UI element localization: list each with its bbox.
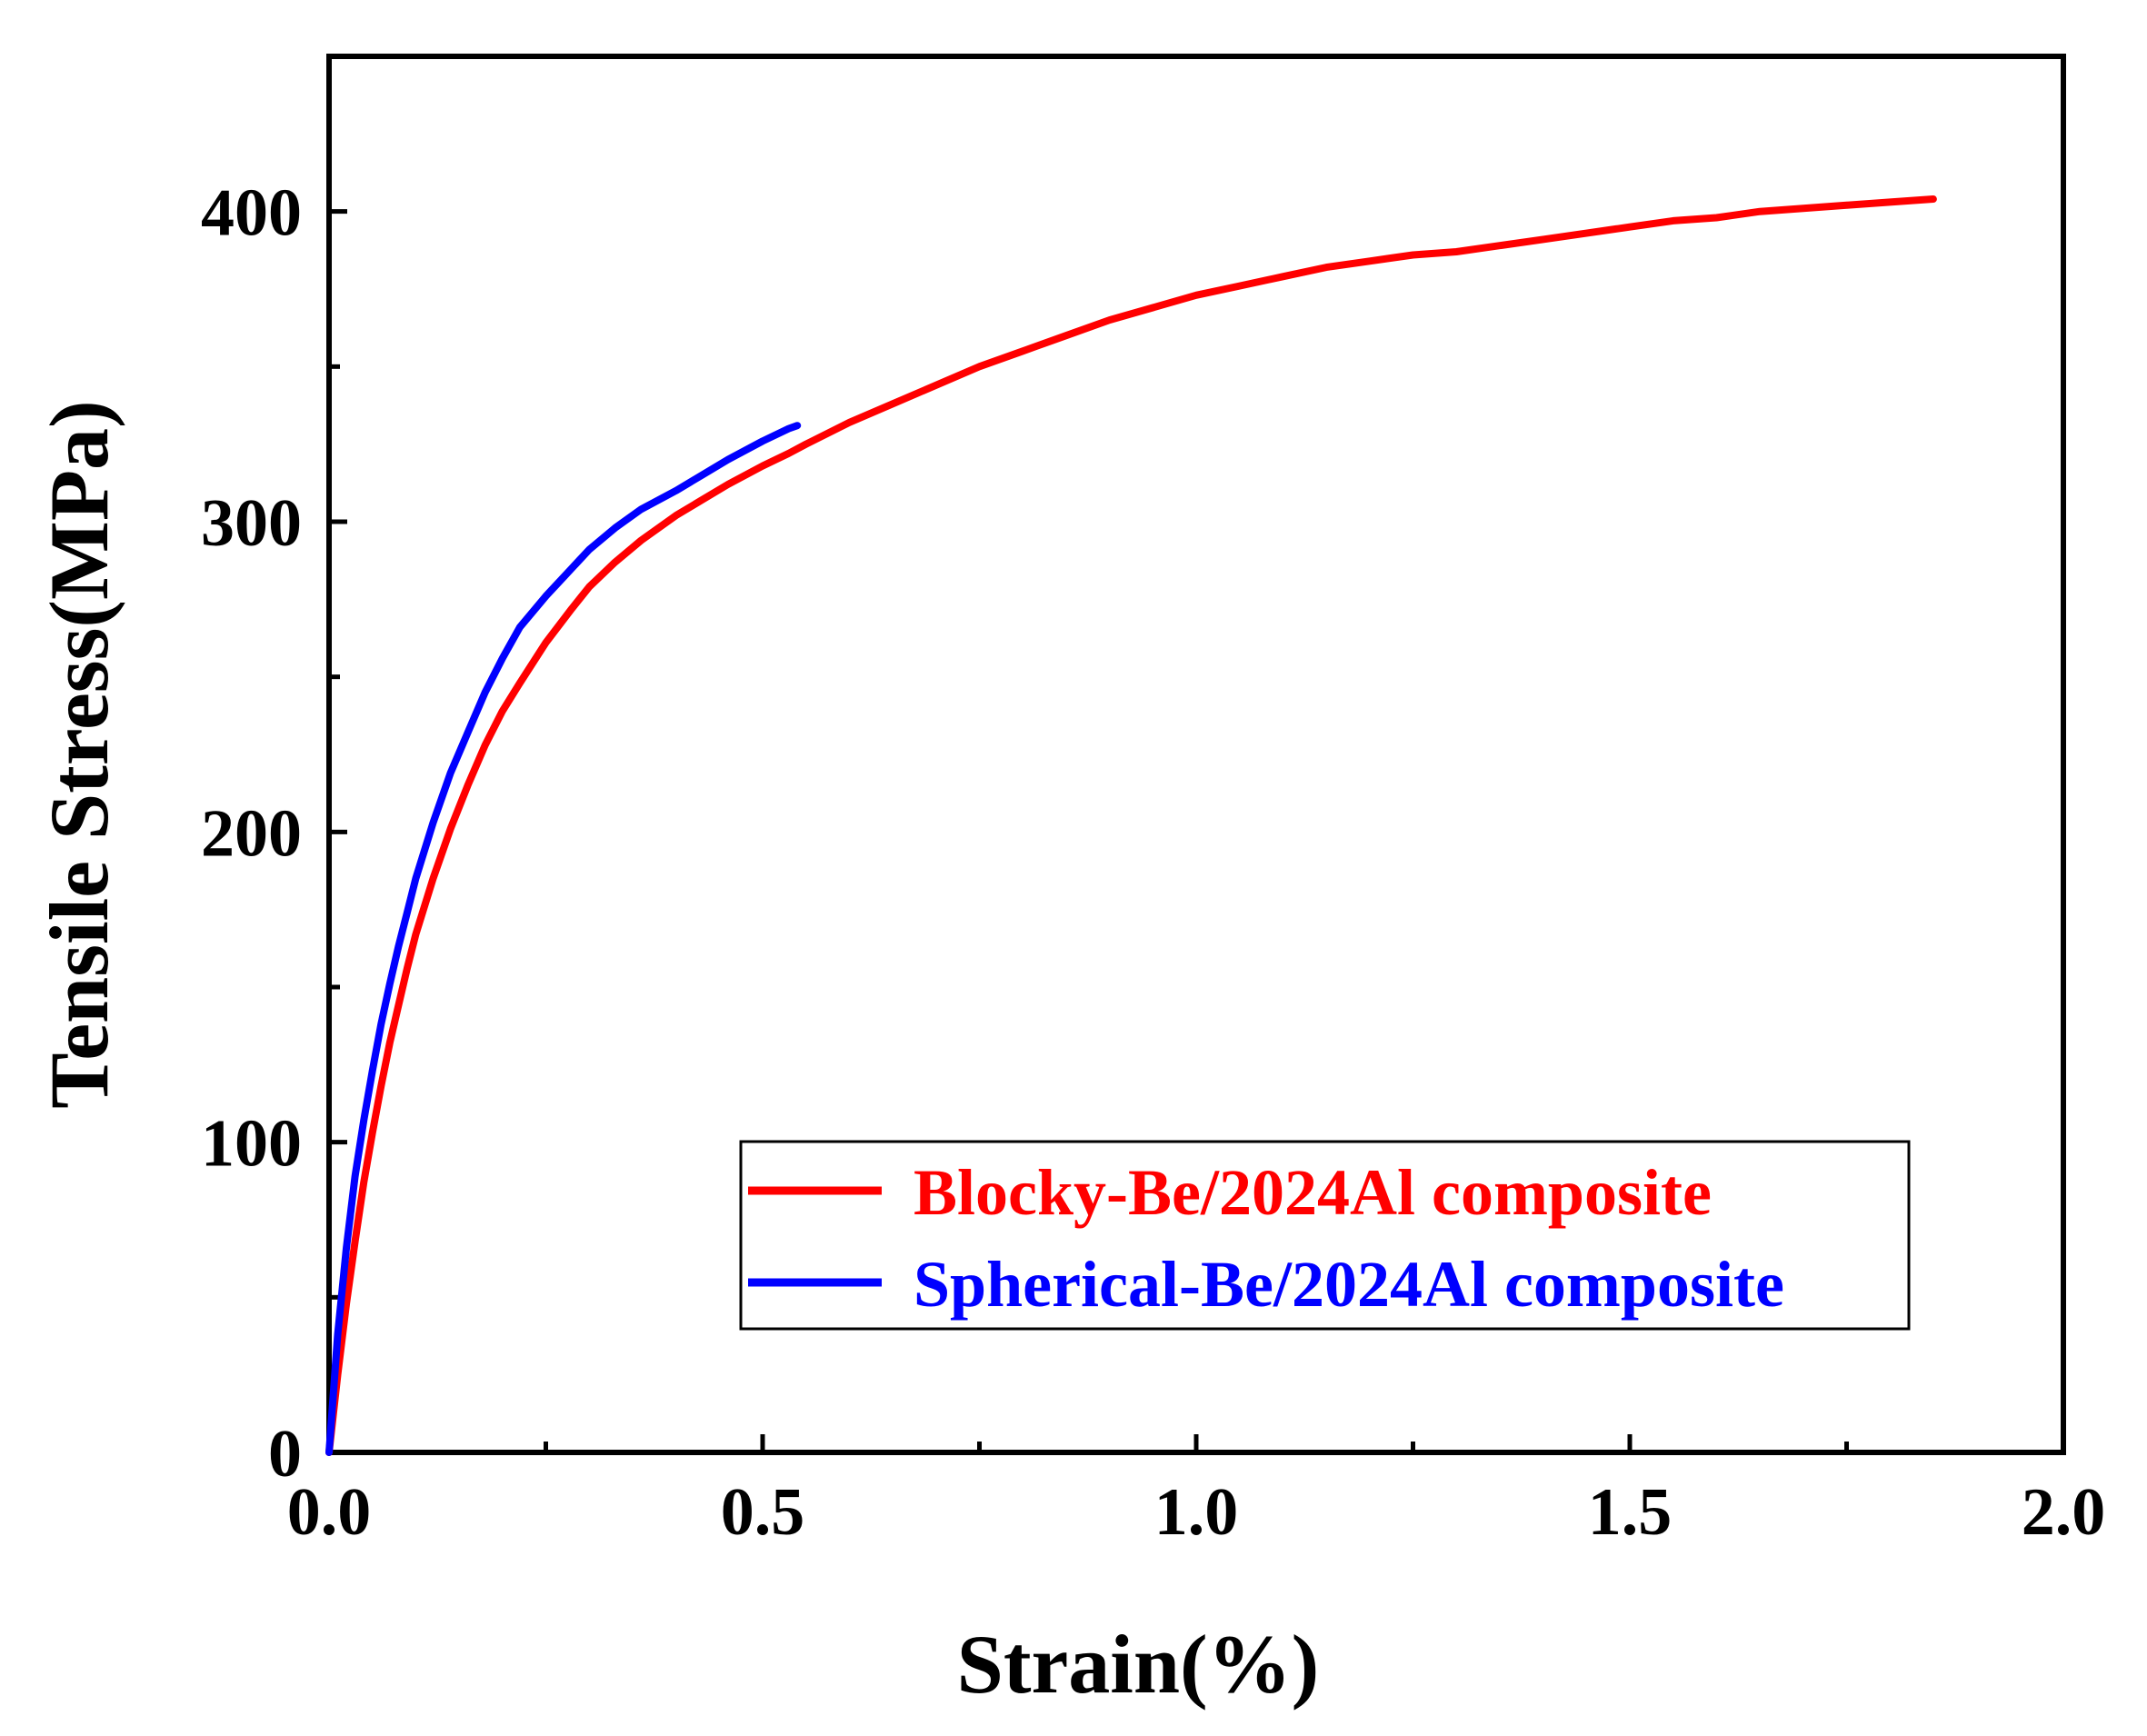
series-line-blocky [325,195,1937,1456]
x-tick-label: 0.0 [287,1475,372,1550]
y-tick-label: 0 [268,1417,302,1492]
series-lines [325,195,1937,1456]
y-axis-title: Tensile Stress(MPa) [33,400,125,1108]
x-tick-label: 1.0 [1154,1475,1239,1550]
y-tick-label: 200 [201,796,302,871]
x-tick-label: 1.5 [1588,1475,1673,1550]
legend-label-blocky: Blocky-Be/2024Al composite [914,1156,1712,1229]
y-tick-label: 100 [201,1107,302,1182]
legend: Blocky-Be/2024Al composite Spherical-Be/… [739,1140,1911,1331]
series-line-spherical [325,422,802,1456]
legend-box [739,1140,1911,1331]
axis-ticks: 0.0 0.5 1.0 1.5 2.0 0 100 200 300 400 [201,176,2105,1550]
x-axis-title: Strain(%) [957,1618,1320,1711]
y-tick-label: 400 [201,176,302,251]
legend-label-spherical: Spherical-Be/2024Al composite [914,1248,1784,1321]
x-tick-label: 0.5 [721,1475,805,1550]
y-tick-label: 300 [201,486,302,561]
x-tick-label: 2.0 [2022,1475,2106,1550]
